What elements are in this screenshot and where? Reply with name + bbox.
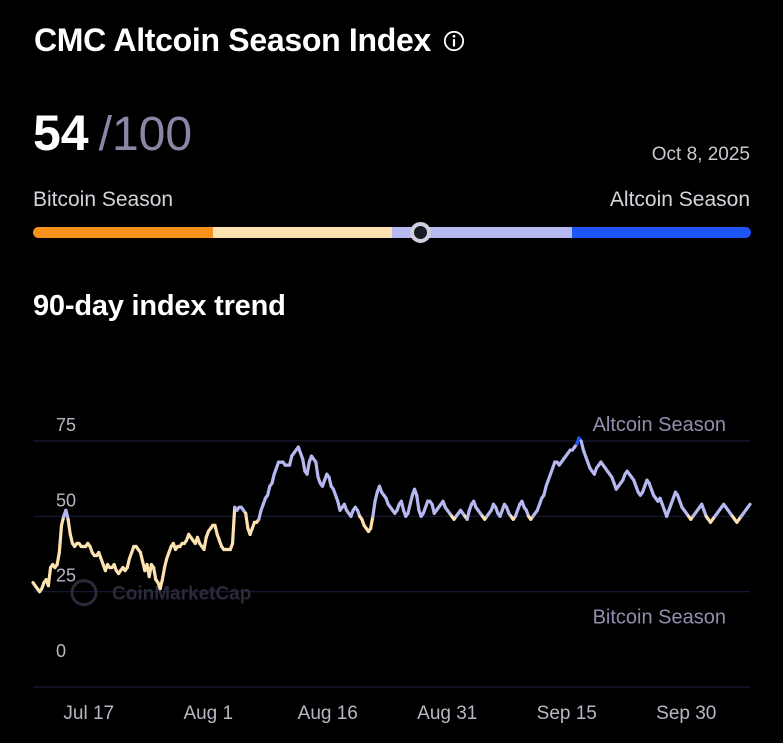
trend-chart: 0 25 50 75 Altcoin Season Bitcoin Season CoinM… <box>31 414 752 724</box>
page-title: CMC Altcoin Season Index <box>34 22 432 58</box>
index-score: 54 /100 <box>33 104 192 162</box>
score-max: /100 <box>98 108 193 161</box>
trend-line-segment <box>66 517 72 537</box>
trend-title: 90-day index trend <box>33 290 286 322</box>
info-icon[interactable] <box>443 30 465 52</box>
trend-line-segment <box>151 565 158 582</box>
season-gauge-bar <box>33 227 751 238</box>
x-tick-label: Jul 17 <box>63 703 114 724</box>
trend-line-segment <box>305 460 311 476</box>
trend-line-segment <box>314 460 320 479</box>
gauge-segment-altcoin-leaning <box>392 227 572 238</box>
trend-line-segment <box>415 493 421 512</box>
trend-line-segment <box>301 457 307 473</box>
watermark-logo-icon <box>70 579 98 607</box>
trend-line-segment <box>55 550 61 567</box>
x-tick-label: Aug 31 <box>417 703 477 724</box>
gauge-segment-bitcoin <box>33 227 213 238</box>
score-date: Oct 8, 2025 <box>651 144 750 165</box>
altcoin-season-label: Altcoin Season <box>609 188 750 211</box>
trend-line-segment <box>202 535 208 552</box>
trend-line-segment <box>244 511 250 530</box>
title-row: CMC Altcoin Season Index <box>34 22 465 59</box>
y-tick-label: 25 <box>56 566 76 586</box>
x-tick-label: Sep 15 <box>537 703 597 724</box>
gauge-indicator <box>410 222 432 243</box>
y-tick-label: 0 <box>56 641 66 661</box>
trend-line-segment <box>46 565 53 588</box>
bitcoin-season-annotation: Bitcoin Season <box>593 607 726 629</box>
trend-line-segment <box>230 505 237 546</box>
x-tick-label: Aug 1 <box>183 703 233 724</box>
y-tick-label: 75 <box>56 415 76 435</box>
trend-line-segment <box>746 502 752 509</box>
score-value: 54 <box>33 105 89 161</box>
y-tick-label: 50 <box>56 490 76 510</box>
bitcoin-season-label: Bitcoin Season <box>33 188 174 211</box>
trend-line-segment <box>371 499 377 518</box>
trend-line-segment <box>57 523 64 555</box>
trend-line-segment <box>160 565 167 582</box>
gauge-segment-altcoin <box>571 227 751 238</box>
altcoin-season-annotation: Altcoin Season <box>593 414 726 436</box>
x-tick-label: Sep 30 <box>656 703 716 724</box>
trend-line-segment <box>369 514 375 530</box>
gauge-segment-bitcoin-leaning <box>212 227 392 238</box>
x-tick-label: Aug 16 <box>298 703 358 724</box>
watermark-text: CoinMarketCap <box>112 584 251 605</box>
